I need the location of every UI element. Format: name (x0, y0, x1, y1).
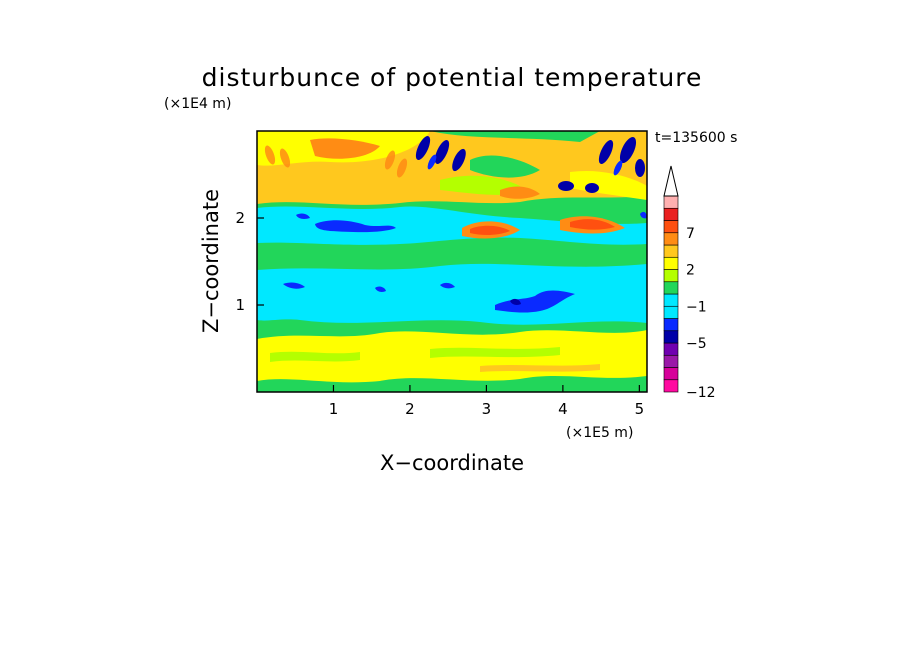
time-label: t=135600 s (655, 130, 737, 146)
colorbar-segment (663, 207, 679, 221)
colorbar-tick-label: 7 (686, 226, 695, 242)
contour-field (257, 131, 647, 392)
colorbar-segment (663, 342, 679, 356)
colorbar-segment (663, 293, 679, 307)
chart-title: disturbunce of potential temperature (202, 63, 703, 92)
colorbar-segment (663, 195, 679, 209)
colorbar-segment (663, 379, 679, 393)
colorbar-segment (663, 269, 679, 283)
x-tick-label: 1 (329, 400, 339, 418)
colorbar-segment (663, 305, 679, 319)
colorbar-tick-label: −1 (686, 299, 707, 315)
y-axis-title: Z−coordinate (199, 189, 223, 333)
colorbar-segment (663, 256, 679, 270)
z-unit-label: (×1E4 m) (164, 96, 231, 112)
colorbar-segment (663, 330, 679, 344)
x-axis: 1 2 3 4 5 (329, 385, 644, 418)
plot-frame (256, 130, 648, 393)
x-tick-label: 2 (405, 400, 415, 418)
x-tick-label: 4 (558, 400, 568, 418)
x-tick-label: 5 (635, 400, 645, 418)
colorbar-segment (663, 354, 679, 368)
colorbar: 7 2 −1 −5 −12 (663, 165, 716, 401)
y-axis: 12 (235, 209, 264, 314)
colorbar-tick-label: −12 (686, 385, 716, 401)
colorbar-segment (663, 318, 679, 332)
colorbar-segment (663, 367, 679, 381)
y-tick-label: 2 (235, 209, 245, 227)
x-tick-label: 3 (482, 400, 492, 418)
x-axis-title: X−coordinate (380, 451, 524, 475)
x-unit-label: (×1E5 m) (566, 425, 633, 441)
colorbar-segment (663, 232, 679, 246)
colorbar-segment (663, 244, 679, 258)
colorbar-tick-label: 2 (686, 263, 695, 279)
colorbar-extend-arrow (663, 165, 679, 197)
colorbar-tick-label: −5 (686, 336, 707, 352)
y-tick-label: 1 (235, 296, 245, 314)
colorbar-segment (663, 281, 679, 295)
colorbar-segment (663, 220, 679, 234)
